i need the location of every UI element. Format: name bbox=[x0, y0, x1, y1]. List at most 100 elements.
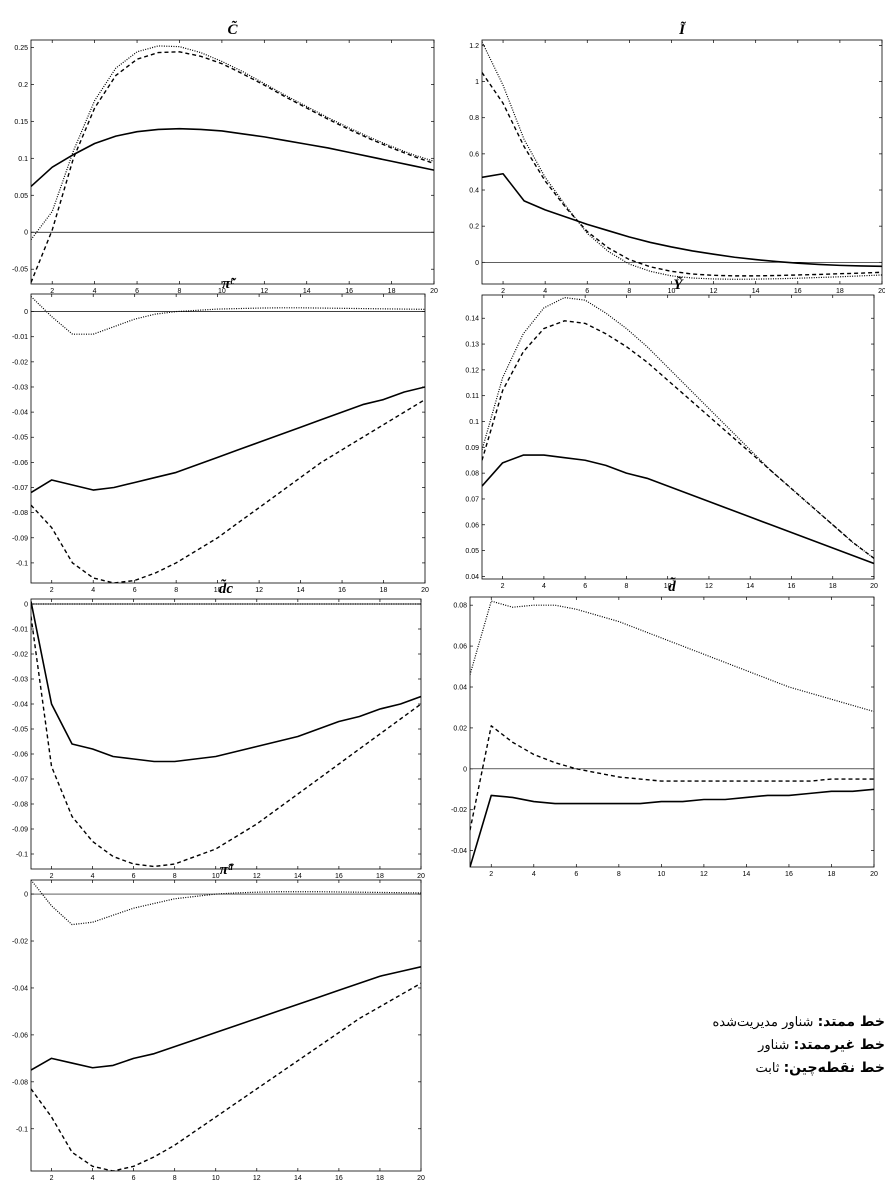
y-tick-label: 0.1 bbox=[18, 156, 28, 163]
plot-frame bbox=[30, 879, 422, 1172]
legend-dashed-value: شناور bbox=[758, 1038, 790, 1053]
x-tick-label: 18 bbox=[376, 1175, 384, 1182]
x-tick-label: 6 bbox=[583, 583, 587, 590]
x-tick-label: 14 bbox=[743, 871, 751, 878]
x-tick-label: 20 bbox=[870, 871, 878, 878]
y-tick-label: -0.07 bbox=[12, 777, 28, 784]
legend-dotted-label: خط نقطه‌چین: bbox=[783, 1060, 885, 1076]
plot-frame bbox=[30, 598, 422, 870]
series-line-dashed bbox=[31, 616, 421, 868]
x-tick-label: 6 bbox=[132, 873, 136, 880]
x-tick-label: 4 bbox=[532, 871, 536, 878]
legend-solid: خط ممتد: شناور مدیریت‌شده bbox=[590, 1011, 885, 1034]
y-tick-label: 0.8 bbox=[469, 115, 479, 122]
x-tick-label: 4 bbox=[91, 1175, 95, 1182]
y-tick-label: -0.09 bbox=[12, 827, 28, 834]
x-tick-label: 8 bbox=[178, 288, 182, 295]
chart-panel-6: -0.04 -0.02 0 0.02 0.04 0.06 0.08 2 4 6 8 10 12 14 16 1… bbox=[451, 577, 878, 878]
x-tick-label: 4 bbox=[91, 873, 95, 880]
y-tick-label: -0.05 bbox=[12, 435, 28, 442]
x-tick-label: 16 bbox=[794, 288, 802, 295]
y-tick-label: 0.2 bbox=[469, 224, 479, 231]
series-line-solid bbox=[31, 601, 421, 763]
x-tick-label: 6 bbox=[133, 587, 137, 594]
y-tick-label: -0.02 bbox=[12, 939, 28, 946]
x-tick-label: 16 bbox=[335, 873, 343, 880]
x-tick-label: 12 bbox=[255, 587, 263, 594]
y-tick-label: -0.06 bbox=[12, 1032, 28, 1039]
y-tick-label: -0.08 bbox=[12, 510, 28, 517]
series-line-dashed bbox=[470, 725, 874, 831]
y-tick-label: 1 bbox=[475, 79, 479, 86]
legend-dotted-value: ثابت bbox=[755, 1061, 780, 1076]
x-tick-label: 14 bbox=[297, 587, 305, 594]
series-line-dotted bbox=[470, 600, 874, 713]
x-tick-label: 12 bbox=[705, 583, 713, 590]
x-tick-label: 2 bbox=[50, 1175, 54, 1182]
chart-panel-4: 0.04 0.05 0.06 0.07 0.08 0.09 0.1 0.11 0.12 0.13 0… bbox=[465, 275, 878, 590]
x-tick-label: 18 bbox=[836, 288, 844, 295]
chart-panel-1: -0.05 0 0.05 0.1 0.15 0.2 0.25 2 4 6 8 10 12 14 16 18 20… bbox=[12, 20, 438, 295]
chart-title: Ỹ bbox=[673, 275, 684, 293]
x-tick-label: 20 bbox=[870, 583, 878, 590]
chart-title: Ĩ bbox=[678, 20, 686, 38]
y-tick-label: 0 bbox=[24, 309, 28, 316]
y-tick-label: 0 bbox=[475, 260, 479, 267]
x-tick-label: 10 bbox=[214, 587, 222, 594]
y-tick-label: -0.08 bbox=[12, 802, 28, 809]
x-tick-label: 14 bbox=[303, 288, 311, 295]
chart-panel-2: 0 0.2 0.4 0.6 0.8 1 1.2 2 4 6 8 10 12 14 16 18 20 Ĩ bbox=[469, 20, 885, 295]
y-tick-label: -0.1 bbox=[16, 852, 28, 859]
x-tick-label: 8 bbox=[174, 587, 178, 594]
chart-panel-3: 0 -0.01 -0.02 -0.03 -0.04 -0.05 -0.06 -0.07 -0.0… bbox=[12, 276, 429, 594]
y-tick-label: -0.1 bbox=[16, 1126, 28, 1133]
x-tick-label: 18 bbox=[388, 288, 396, 295]
x-tick-label: 8 bbox=[617, 871, 621, 878]
x-tick-label: 18 bbox=[376, 873, 384, 880]
y-tick-label: 0.06 bbox=[465, 522, 479, 529]
x-tick-label: 8 bbox=[627, 288, 631, 295]
x-tick-label: 20 bbox=[417, 1175, 425, 1182]
chart-title: d̃ bbox=[668, 577, 676, 595]
series-line-solid bbox=[31, 386, 425, 494]
line-style-legend: خط ممتد: شناور مدیریت‌شده خط غیرممتد: شن… bbox=[590, 1011, 885, 1080]
series-line-dashed bbox=[482, 72, 882, 277]
y-tick-label: -0.08 bbox=[12, 1079, 28, 1086]
x-tick-label: 18 bbox=[828, 871, 836, 878]
y-tick-label: 0.04 bbox=[465, 574, 479, 581]
y-tick-label: 0.08 bbox=[453, 603, 467, 610]
x-tick-label: 16 bbox=[788, 583, 796, 590]
y-tick-label: -0.06 bbox=[12, 752, 28, 759]
plot-frame bbox=[481, 294, 875, 580]
y-tick-label: 0.4 bbox=[469, 188, 479, 195]
x-tick-label: 4 bbox=[93, 288, 97, 295]
series-line-dotted bbox=[31, 45, 434, 241]
x-tick-label: 20 bbox=[417, 873, 425, 880]
y-tick-label: -0.02 bbox=[451, 807, 467, 814]
y-tick-label: 0.6 bbox=[469, 151, 479, 158]
y-tick-label: -0.06 bbox=[12, 460, 28, 467]
series-line-dotted bbox=[482, 41, 882, 280]
x-tick-label: 14 bbox=[746, 583, 754, 590]
x-tick-label: 2 bbox=[489, 871, 493, 878]
x-tick-label: 18 bbox=[380, 587, 388, 594]
x-tick-label: 10 bbox=[212, 1175, 220, 1182]
legend-solid-label: خط ممتد: bbox=[817, 1014, 885, 1030]
x-tick-label: 16 bbox=[345, 288, 353, 295]
x-tick-label: 2 bbox=[50, 587, 54, 594]
x-tick-label: 10 bbox=[664, 583, 672, 590]
y-tick-label: 0.06 bbox=[453, 644, 467, 651]
x-tick-label: 16 bbox=[335, 1175, 343, 1182]
x-tick-label: 20 bbox=[421, 587, 429, 594]
x-tick-label: 16 bbox=[785, 871, 793, 878]
y-tick-label: 0.05 bbox=[14, 193, 28, 200]
x-tick-label: 10 bbox=[657, 871, 665, 878]
y-tick-label: 0.09 bbox=[465, 445, 479, 452]
y-tick-label: -0.02 bbox=[12, 652, 28, 659]
chart-title: π̃ᵈ bbox=[220, 862, 235, 878]
x-tick-label: 6 bbox=[132, 1175, 136, 1182]
series-line-dashed bbox=[31, 51, 434, 283]
y-tick-label: 0.2 bbox=[18, 82, 28, 89]
x-tick-label: 2 bbox=[50, 873, 54, 880]
